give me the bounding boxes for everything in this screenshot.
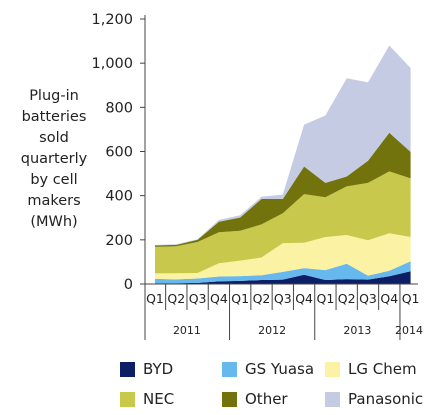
legend-swatch-nec xyxy=(120,391,135,407)
y-axis: 0 200 400 600 800 1,000 1,200 xyxy=(91,12,146,293)
y-axis-label-line: makers xyxy=(27,193,81,209)
area-series-gs-yuasa xyxy=(155,261,411,284)
year-label: 2011 xyxy=(173,324,201,337)
y-axis-label-line: Plug-in xyxy=(29,88,79,104)
legend-item-nec: NEC xyxy=(120,390,174,408)
series-areas xyxy=(155,45,411,284)
legend-label-byd: BYD xyxy=(143,360,174,378)
legend-label-panasonic: Panasonic xyxy=(348,390,424,408)
y-axis-label-line: sold xyxy=(39,130,69,146)
x-tick-label: Q3 xyxy=(359,291,377,306)
legend: BYD GS Yuasa LG Chem NEC Other Panasonic xyxy=(112,354,434,412)
legend-item-gs-yuasa: GS Yuasa xyxy=(222,360,314,378)
legend-swatch-gs-yuasa xyxy=(222,361,237,377)
x-tick-label: Q1 xyxy=(231,291,249,306)
legend-swatch-lg-chem xyxy=(325,361,340,377)
y-tick-label: 600 xyxy=(105,145,133,161)
y-tick-label: 200 xyxy=(105,233,133,249)
x-tick-label: Q4 xyxy=(295,291,313,306)
x-tick-label: Q2 xyxy=(167,291,185,306)
x-tick-label: Q1 xyxy=(146,291,164,306)
x-tick-label: Q2 xyxy=(253,291,271,306)
year-label: 2014 xyxy=(395,324,423,337)
area-series-panasonic xyxy=(155,45,411,246)
legend-label-other: Other xyxy=(245,390,288,408)
x-tick-label: Q2 xyxy=(338,291,356,306)
x-tick-label: Q4 xyxy=(380,291,398,306)
area-series-nec xyxy=(155,171,411,274)
legend-item-byd: BYD xyxy=(120,360,173,378)
y-axis-label: Plug-in batteries sold quarterly by cell… xyxy=(0,86,108,233)
year-label: 2013 xyxy=(343,324,371,337)
legend-swatch-byd xyxy=(120,361,135,377)
y-tick-label: 1,200 xyxy=(91,12,133,28)
y-axis-label-line: quarterly xyxy=(20,151,88,167)
legend-item-lg-chem: LG Chem xyxy=(325,360,417,378)
y-tick-label: 0 xyxy=(124,277,133,293)
y-axis-label-line: by cell xyxy=(30,172,78,188)
x-tick-label: Q3 xyxy=(189,291,207,306)
x-tick-label: Q1 xyxy=(317,291,335,306)
year-label: 2012 xyxy=(258,324,286,337)
legend-item-panasonic: Panasonic xyxy=(325,390,423,408)
y-axis-label-line: batteries xyxy=(21,109,87,125)
x-tick-label: Q1 xyxy=(402,291,420,306)
x-tick-label: Q3 xyxy=(274,291,292,306)
legend-item-other: Other xyxy=(222,390,288,408)
legend-label-lg-chem: LG Chem xyxy=(348,360,417,378)
legend-swatch-other xyxy=(222,391,237,407)
area-series-other xyxy=(155,132,411,247)
y-tick-label: 400 xyxy=(105,189,133,205)
y-tick-label: 1,000 xyxy=(91,56,133,72)
area-series-lg-chem xyxy=(155,233,411,280)
legend-label-nec: NEC xyxy=(143,390,175,408)
legend-label-gs-yuasa: GS Yuasa xyxy=(245,360,315,378)
y-axis-label-line: (MWh) xyxy=(30,214,78,230)
y-tick-label: 800 xyxy=(105,100,133,116)
legend-swatch-panasonic xyxy=(325,391,340,407)
area-series-byd xyxy=(155,271,411,284)
x-tick-label: Q4 xyxy=(210,291,228,306)
